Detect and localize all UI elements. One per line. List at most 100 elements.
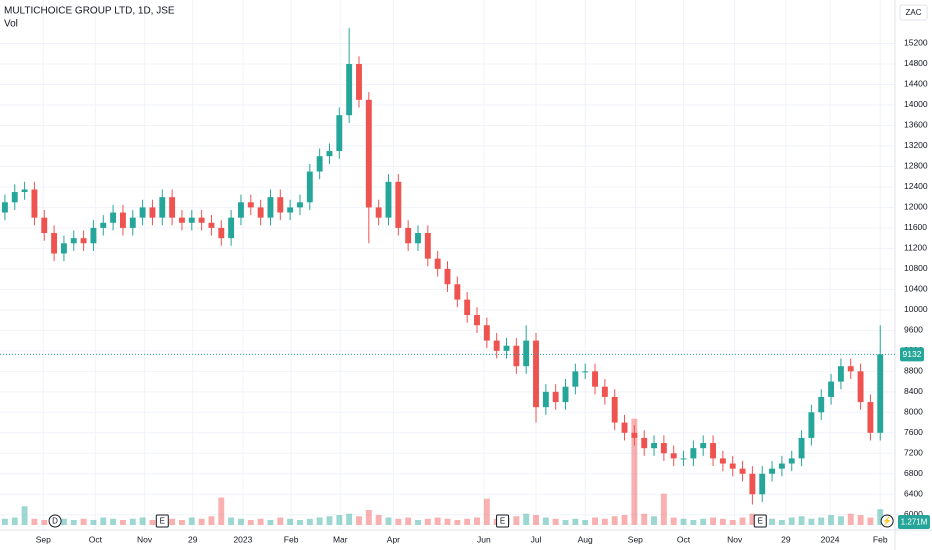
candle-body [11,192,18,203]
volume-bar [818,517,825,525]
candle-body [41,217,48,234]
candle-body [90,227,97,244]
event-marker[interactable] [48,514,62,528]
event-marker[interactable] [496,514,510,528]
volume-bar [769,518,776,525]
volume-bar [385,517,392,525]
y-tick-label: 12000 [904,202,928,212]
volume-label: Vol [4,19,18,30]
volume-bar [356,516,362,525]
candle-body [60,243,67,254]
volume-bar [670,517,677,525]
volume-bar [169,518,176,525]
candle-body [198,217,205,223]
volume-bar [641,513,648,525]
y-tick-label: 10000 [904,304,928,314]
candle-body [660,443,667,454]
candle-body [552,391,559,403]
volume-bar [415,520,421,525]
candle-body [631,432,638,438]
y-tick-label: 13200 [904,140,928,150]
volume-bar [690,520,697,525]
candle-body [749,473,756,495]
x-tick-label: Aug [578,534,593,544]
candle-body [31,189,38,218]
y-tick-label: 6000 [904,509,923,519]
currency: ZAC [906,8,922,17]
candle-body [306,171,313,203]
volume-bar [651,516,657,525]
volume-bar [572,518,579,525]
volume-bar [336,515,343,525]
volume-bar [719,518,726,525]
volume-bar [474,517,480,525]
candle-body [208,222,215,228]
volume-bar [218,497,225,525]
volume-bar [238,518,244,525]
candle-body [277,197,284,213]
y-tick-label: 12800 [904,161,928,171]
candle-body [267,197,274,218]
volume-bar [778,520,785,525]
volume-bar [287,518,294,525]
candle-body [228,217,235,239]
volume-bar [444,518,451,525]
y-tick-label: 14400 [904,79,928,89]
x-tick-label: Feb [873,534,888,544]
x-tick-label: 2024 [821,534,840,544]
y-tick-label: 8400 [904,386,923,396]
event-label: E [500,517,505,526]
volume-bar [552,518,559,525]
volume-bar [464,518,471,525]
y-tick-label: 13600 [904,120,928,130]
last-volume-label: 1.271M [901,518,928,527]
candle-body [562,386,569,403]
candle-body [592,371,598,387]
event-marker[interactable] [753,514,767,528]
volume-bar [808,518,815,525]
x-tick-label: 29 [188,534,198,544]
candle-body [582,371,589,373]
volume-bar [11,517,18,525]
candle-body [356,63,362,100]
y-tick-label: 8000 [904,407,923,417]
x-tick-label: Jul [531,534,542,544]
candle-body [710,443,716,459]
candle-body [454,284,461,300]
candle-body [51,233,58,254]
volume-bar [395,518,402,525]
last-volume-box [898,515,930,529]
last-price-box [900,347,924,362]
candle-body [424,233,431,259]
candle-body [828,381,835,397]
candle-body [542,391,549,408]
candle-body [798,437,805,459]
candle-body [533,340,539,408]
volume-bar [1,518,8,525]
x-tick-label: 2023 [233,534,252,544]
volume-bar [680,518,687,525]
volume-bar [749,513,756,525]
volume-bar [700,518,707,525]
volume-bar [90,520,97,525]
candle-body [257,207,264,218]
candle-body [739,468,746,474]
candle-body [513,345,520,367]
candle-body [444,268,451,285]
y-tick-label: 7200 [904,448,923,458]
volume-bar [60,518,67,525]
volume-bar [110,518,117,525]
event-marker[interactable] [880,514,894,528]
volume-bar [228,517,235,525]
candle-body [857,371,864,403]
y-tick-label: 10400 [904,284,928,294]
event-label: E [758,517,763,526]
volume-bar [877,509,884,525]
event-marker[interactable] [155,514,169,528]
candle-body [1,202,8,213]
volume-bar [80,518,87,525]
candle-body [788,458,795,464]
candle-body [818,396,825,413]
currency-box[interactable] [899,4,928,21]
